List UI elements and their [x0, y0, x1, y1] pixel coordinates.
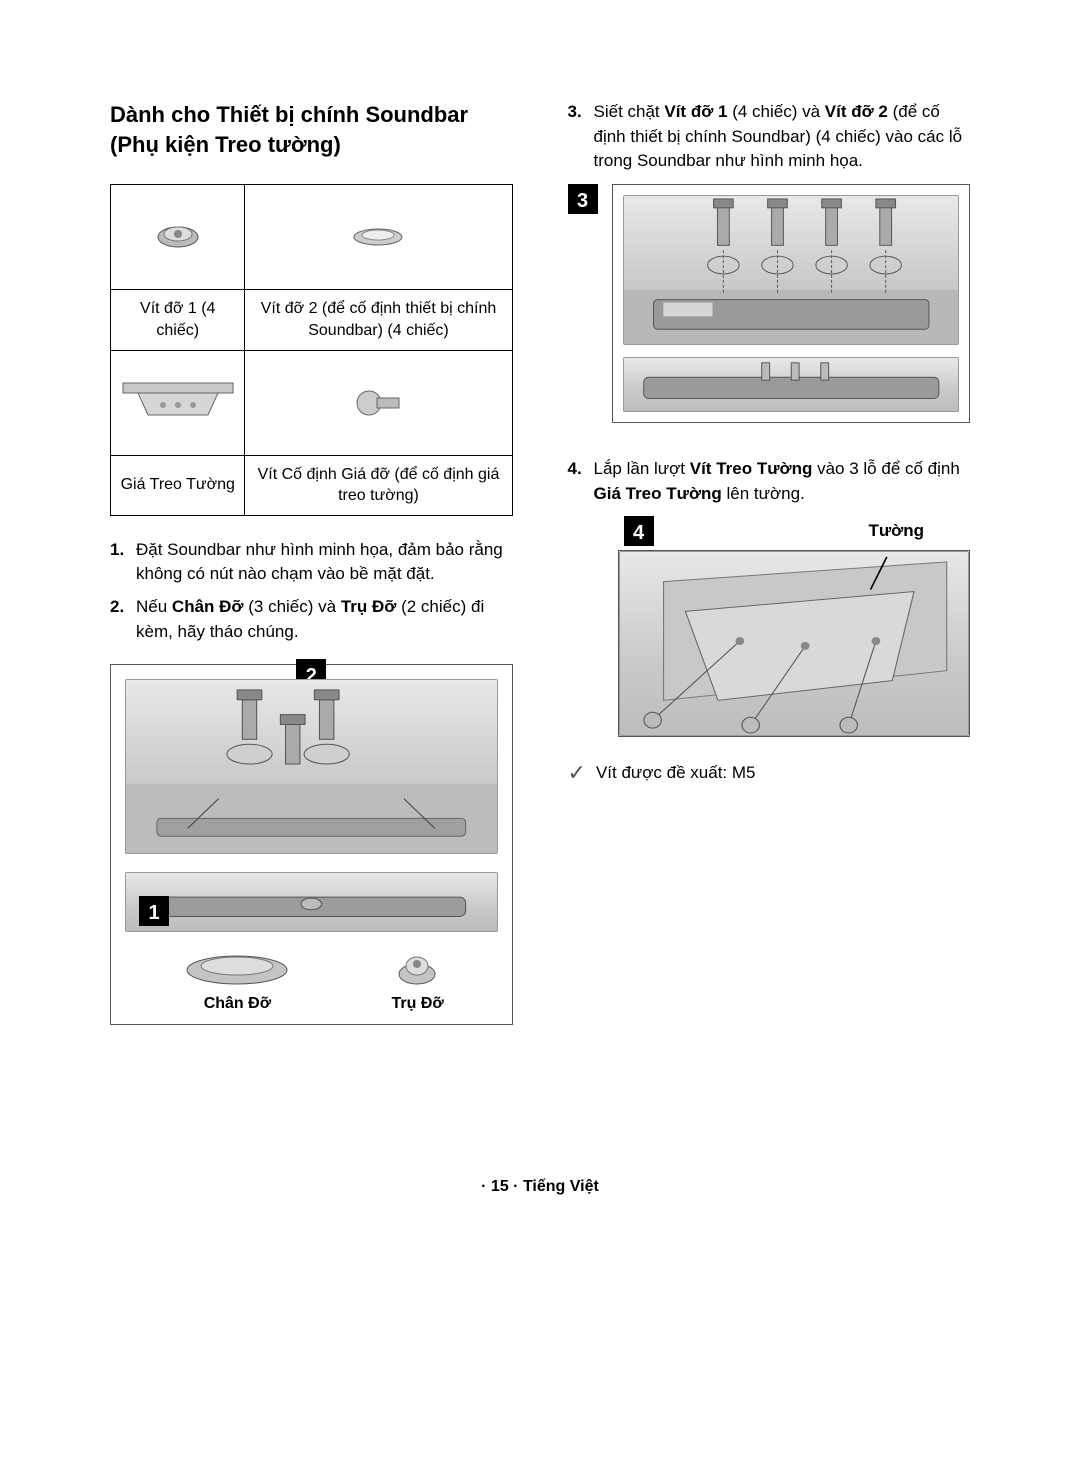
- steps-left: 1. Đặt Soundbar như hình minh họa, đảm b…: [110, 538, 513, 645]
- note-line: ✓ Vít được đề xuất: M5: [568, 757, 971, 789]
- cell-anchor-label: Vít Cố định Giá đỡ (để cố định giá treo …: [245, 455, 512, 515]
- t: (4 chiếc) và: [727, 102, 824, 121]
- t: (3 chiếc) và: [244, 597, 341, 616]
- step-text: Siết chặt Vít đỡ 1 (4 chiếc) và Vít đỡ 2…: [594, 100, 971, 174]
- cell-bracket-img: [111, 350, 245, 455]
- t: Trụ Đỡ: [341, 597, 397, 616]
- t: Giá Treo Tường: [594, 484, 722, 503]
- step-text: Lắp lần lượt Vít Treo Tường vào 3 lỗ để …: [594, 457, 971, 506]
- step-num: 2.: [110, 595, 136, 644]
- step-num: 4.: [568, 457, 594, 506]
- check-icon: ✓: [568, 757, 586, 789]
- figure-1-2: 2 1: [110, 664, 513, 1024]
- step-text: Đặt Soundbar như hình minh họa, đảm bảo …: [136, 538, 513, 587]
- t: Nếu: [136, 597, 172, 616]
- page-footer: · 15 · Tiếng Việt: [110, 1175, 970, 1198]
- badge-1: 1: [139, 896, 169, 926]
- cell-screw2-img: [245, 185, 512, 290]
- section-title: Dành cho Thiết bị chính Soundbar (Phụ ki…: [110, 100, 513, 159]
- t: vào 3 lỗ để cố định: [812, 459, 959, 478]
- t: Vít đỡ 1: [664, 102, 727, 121]
- wall-label: Tường: [868, 519, 924, 544]
- t: Vít Treo Tường: [690, 459, 813, 478]
- t: Chân Đỡ: [172, 597, 244, 616]
- steps-right-4: 4. Lắp lần lượt Vít Treo Tường vào 3 lỗ …: [568, 457, 971, 506]
- badge-3: 3: [568, 184, 598, 214]
- figure-3: [612, 184, 971, 423]
- t: Siết chặt: [594, 102, 665, 121]
- step-num: 3.: [568, 100, 594, 174]
- cell-screw1-label: Vít đỡ 1 (4 chiếc): [111, 290, 245, 350]
- parts-table: Vít đỡ 1 (4 chiếc) Vít đỡ 2 (để cố định …: [110, 184, 513, 515]
- badge-4: 4: [624, 516, 654, 546]
- cell-anchor-img: [245, 350, 512, 455]
- steps-right-3: 3. Siết chặt Vít đỡ 1 (4 chiếc) và Vít đ…: [568, 100, 971, 174]
- note-text: Vít được đề xuất: M5: [596, 761, 756, 786]
- figure-4: [618, 550, 971, 737]
- step-text: Nếu Chân Đỡ (3 chiếc) và Trụ Đỡ (2 chiếc…: [136, 595, 513, 644]
- t: Lắp lần lượt: [594, 459, 690, 478]
- cell-bracket-label: Giá Treo Tường: [111, 455, 245, 515]
- t: Vít đỡ 2: [825, 102, 888, 121]
- cell-screw2-label: Vít đỡ 2 (để cố định thiết bị chính Soun…: [245, 290, 512, 350]
- foot-label: Chân Đỡ: [177, 992, 297, 1015]
- cell-screw1-img: [111, 185, 245, 290]
- t: lên tường.: [722, 484, 805, 503]
- pillar-label: Trụ Đỡ: [390, 992, 445, 1015]
- step-num: 1.: [110, 538, 136, 587]
